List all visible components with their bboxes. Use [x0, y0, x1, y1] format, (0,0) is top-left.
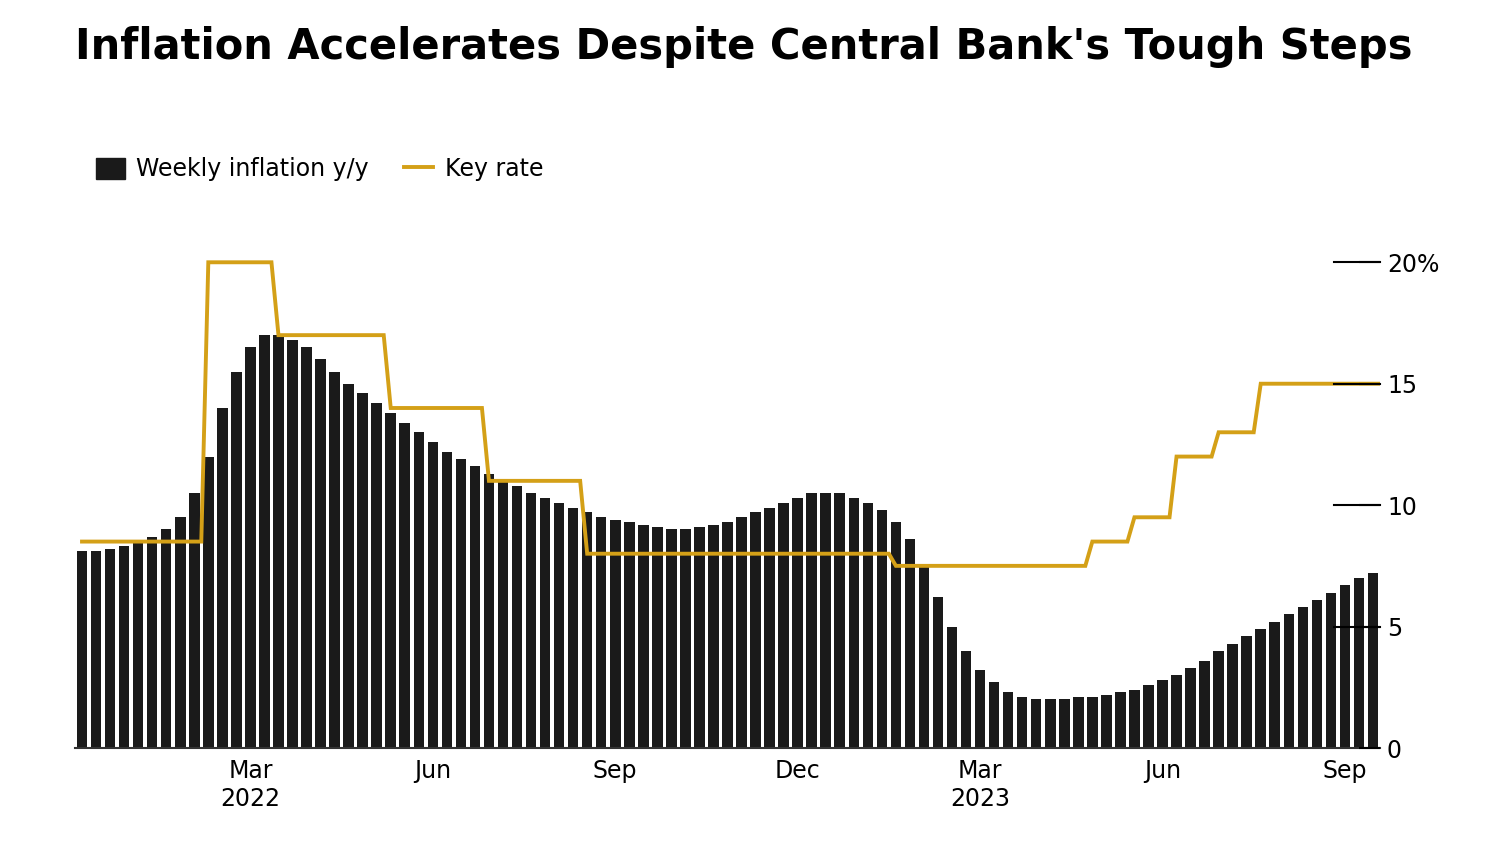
Bar [118, 547, 129, 748]
Bar [483, 473, 494, 748]
Bar [260, 335, 270, 748]
Bar [441, 451, 452, 748]
Bar [962, 651, 972, 748]
Bar [1326, 592, 1336, 748]
Bar [134, 541, 144, 748]
Bar [427, 442, 438, 748]
Bar [1143, 685, 1154, 748]
Bar [1017, 697, 1028, 748]
Bar [1298, 607, 1308, 748]
Text: Inflation Accelerates Despite Central Bank's Tough Steps: Inflation Accelerates Despite Central Ba… [75, 26, 1413, 67]
Bar [876, 510, 886, 748]
Bar [160, 530, 171, 748]
Bar [1269, 621, 1280, 748]
Bar [708, 524, 718, 748]
Bar [105, 549, 116, 748]
Bar [1256, 629, 1266, 748]
Bar [1046, 700, 1056, 748]
Bar [554, 502, 564, 748]
Bar [92, 552, 102, 748]
Bar [372, 403, 382, 748]
Bar [904, 539, 915, 748]
Bar [498, 481, 508, 748]
Bar [988, 683, 999, 748]
Bar [834, 493, 844, 748]
Bar [1242, 637, 1252, 748]
Bar [1185, 668, 1196, 748]
Bar [750, 513, 760, 748]
Bar [862, 502, 873, 748]
Legend: Weekly inflation y/y, Key rate: Weekly inflation y/y, Key rate [87, 148, 552, 190]
Bar [568, 507, 579, 748]
Bar [694, 527, 705, 748]
Bar [456, 459, 466, 748]
Bar [244, 348, 255, 748]
Bar [315, 360, 326, 748]
Bar [1284, 615, 1294, 748]
Bar [736, 518, 747, 748]
Bar [1030, 700, 1041, 748]
Bar [807, 493, 818, 748]
Bar [176, 518, 186, 748]
Bar [1353, 578, 1364, 748]
Bar [1072, 697, 1083, 748]
Bar [722, 522, 734, 748]
Bar [765, 507, 776, 748]
Bar [891, 522, 902, 748]
Bar [652, 527, 663, 748]
Bar [778, 502, 789, 748]
Bar [202, 456, 213, 748]
Bar [1088, 697, 1098, 748]
Bar [1101, 694, 1112, 748]
Bar [286, 340, 298, 748]
Bar [1214, 651, 1224, 748]
Bar [189, 493, 200, 748]
Bar [273, 335, 284, 748]
Bar [540, 498, 550, 748]
Bar [638, 524, 648, 748]
Bar [975, 671, 986, 748]
Bar [1130, 689, 1140, 748]
Bar [231, 371, 242, 748]
Bar [1368, 573, 1378, 748]
Bar [302, 348, 312, 748]
Bar [918, 566, 928, 748]
Bar [414, 433, 424, 748]
Bar [680, 530, 690, 748]
Bar [386, 413, 396, 748]
Bar [821, 493, 831, 748]
Bar [933, 598, 944, 748]
Bar [792, 498, 802, 748]
Bar [330, 371, 340, 748]
Bar [1340, 586, 1350, 748]
Bar [526, 493, 537, 748]
Bar [76, 552, 87, 748]
Bar [582, 513, 592, 748]
Bar [666, 530, 676, 748]
Bar [946, 626, 957, 748]
Bar [399, 422, 410, 748]
Bar [1059, 700, 1070, 748]
Bar [1114, 692, 1125, 748]
Bar [1004, 692, 1014, 748]
Bar [344, 383, 354, 748]
Bar [610, 519, 621, 748]
Bar [596, 518, 606, 748]
Bar [470, 467, 480, 748]
Bar [217, 408, 228, 748]
Bar [624, 522, 634, 748]
Bar [849, 498, 859, 748]
Bar [512, 485, 522, 748]
Bar [1227, 643, 1238, 748]
Bar [1172, 675, 1182, 748]
Bar [1200, 660, 1210, 748]
Bar [1311, 600, 1322, 748]
Bar [1156, 680, 1168, 748]
Bar [147, 536, 158, 748]
Bar [357, 394, 368, 748]
